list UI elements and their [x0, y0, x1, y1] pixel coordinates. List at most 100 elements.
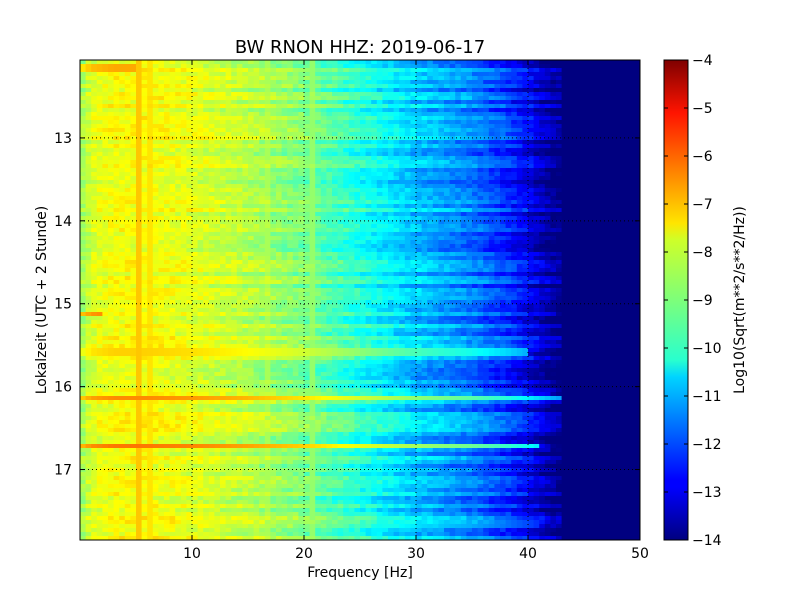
heatmap-cell: [80, 132, 87, 137]
heatmap-cell: [628, 208, 635, 213]
heatmap-cell: [152, 132, 159, 137]
heatmap-cell: [488, 240, 495, 245]
heatmap-cell: [281, 132, 288, 137]
heatmap-cell: [572, 120, 579, 125]
heatmap-cell: [522, 144, 529, 149]
heatmap-cell: [292, 68, 299, 73]
heatmap-cell: [472, 100, 479, 105]
heatmap-cell: [214, 220, 221, 225]
heatmap-cell: [119, 232, 126, 237]
heatmap-cell: [91, 216, 98, 221]
heatmap-cell: [315, 188, 322, 193]
heatmap-cell: [259, 88, 266, 93]
heatmap-cell: [102, 212, 109, 217]
heatmap-cell: [315, 92, 322, 97]
heatmap-cell: [410, 60, 417, 65]
heatmap-cell: [259, 224, 266, 229]
heatmap-cell: [276, 156, 283, 161]
heatmap-cell: [315, 228, 322, 233]
heatmap-cell: [124, 104, 131, 109]
heatmap-cell: [477, 152, 484, 157]
heatmap-cell: [158, 148, 165, 153]
heatmap-cell: [511, 224, 518, 229]
heatmap-cell: [539, 140, 546, 145]
heatmap-cell: [124, 192, 131, 197]
heatmap-cell: [197, 88, 204, 93]
heatmap-cell: [606, 60, 613, 65]
heatmap-cell: [544, 92, 551, 97]
heatmap-cell: [432, 212, 439, 217]
heatmap-cell: [108, 236, 115, 241]
heatmap-cell: [427, 132, 434, 137]
heatmap-cell: [80, 188, 87, 193]
heatmap-cell: [136, 64, 143, 69]
heatmap-cell: [416, 148, 423, 153]
heatmap-cell: [432, 76, 439, 81]
heatmap-cell: [315, 212, 322, 217]
heatmap-cell: [192, 88, 199, 93]
heatmap-cell: [337, 256, 344, 261]
heatmap-cell: [309, 68, 316, 73]
heatmap-cell: [539, 84, 546, 89]
heatmap-cell: [421, 220, 428, 225]
heatmap-cell: [102, 184, 109, 189]
heatmap-cell: [281, 128, 288, 133]
heatmap-cell: [427, 220, 434, 225]
heatmap-cell: [225, 124, 232, 129]
heatmap-cell: [158, 184, 165, 189]
heatmap-cell: [539, 76, 546, 81]
heatmap-cell: [180, 84, 187, 89]
heatmap-cell: [326, 136, 333, 141]
heatmap-cell: [623, 96, 630, 101]
heatmap-cell: [511, 144, 518, 149]
heatmap-cell: [371, 96, 378, 101]
heatmap-cell: [236, 236, 243, 241]
heatmap-cell: [203, 252, 210, 257]
heatmap-cell: [634, 188, 640, 193]
heatmap-cell: [550, 240, 557, 245]
heatmap-cell: [231, 204, 238, 209]
heatmap-cell: [270, 156, 277, 161]
heatmap-cell: [152, 100, 159, 105]
heatmap-cell: [124, 176, 131, 181]
heatmap-cell: [348, 156, 355, 161]
heatmap-cell: [147, 84, 154, 89]
heatmap-cell: [595, 144, 602, 149]
heatmap-cell: [466, 200, 473, 205]
heatmap-cell: [522, 96, 529, 101]
heatmap-cell: [483, 200, 490, 205]
heatmap-cell: [561, 92, 568, 97]
heatmap-cell: [253, 184, 260, 189]
heatmap-cell: [315, 112, 322, 117]
heatmap-cell: [259, 256, 266, 261]
heatmap-cell: [320, 140, 327, 145]
heatmap-cell: [130, 104, 137, 109]
heatmap-cell: [584, 208, 591, 213]
heatmap-cell: [147, 144, 154, 149]
heatmap-cell: [528, 244, 535, 249]
heatmap-cell: [180, 172, 187, 177]
heatmap-cell: [169, 120, 176, 125]
heatmap-cell: [584, 200, 591, 205]
heatmap-cell: [376, 256, 383, 261]
heatmap-cell: [516, 212, 523, 217]
heatmap-cell: [236, 120, 243, 125]
heatmap-cell: [584, 124, 591, 129]
heatmap-cell: [152, 156, 159, 161]
heatmap-cell: [544, 160, 551, 165]
heatmap-cell: [505, 76, 512, 81]
heatmap-cell: [365, 164, 372, 169]
heatmap-cell: [320, 240, 327, 245]
heatmap-cell: [600, 144, 607, 149]
heatmap-cell: [488, 136, 495, 141]
heatmap-cell: [438, 200, 445, 205]
heatmap-cell: [382, 200, 389, 205]
heatmap-cell: [404, 200, 411, 205]
heatmap-cell: [550, 152, 557, 157]
heatmap-cell: [304, 236, 311, 241]
heatmap-cell: [432, 64, 439, 69]
heatmap-cell: [192, 252, 199, 257]
heatmap-cell: [382, 208, 389, 213]
heatmap-cell: [399, 156, 406, 161]
heatmap-cell: [231, 192, 238, 197]
